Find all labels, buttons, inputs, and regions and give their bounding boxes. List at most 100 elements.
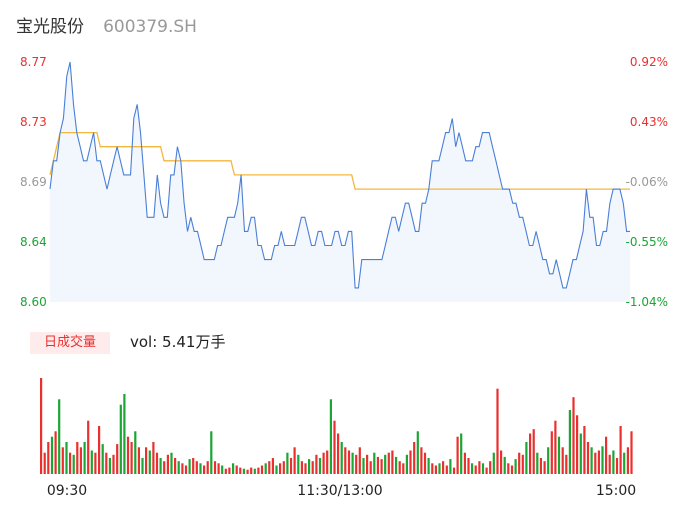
volume-bar xyxy=(72,454,75,474)
volume-bar xyxy=(597,450,600,474)
volume-tab[interactable]: 日成交量 xyxy=(30,332,110,354)
volume-bar xyxy=(525,442,528,474)
volume-bar xyxy=(79,447,82,474)
volume-bar xyxy=(416,431,419,474)
volume-bar xyxy=(108,458,111,474)
volume-bar xyxy=(311,461,314,474)
volume-bar xyxy=(496,388,499,474)
volume-bar xyxy=(213,461,217,474)
volume-bar xyxy=(608,454,611,474)
volume-bar xyxy=(630,431,633,474)
volume-bar xyxy=(126,436,130,474)
volume-bar xyxy=(61,447,64,474)
volume-bar xyxy=(315,454,318,474)
volume-bar xyxy=(163,461,166,474)
volume-bar xyxy=(500,450,503,474)
volume-bar xyxy=(590,447,593,474)
volume-bar xyxy=(235,465,238,474)
volume-bar xyxy=(601,446,604,474)
volume-bar xyxy=(605,436,608,474)
volume-bar xyxy=(289,458,293,474)
volume-readout: vol: 5.41万手 xyxy=(130,333,226,351)
volume-bar xyxy=(445,465,448,474)
volume-bar xyxy=(337,433,340,474)
volume-bar xyxy=(503,456,506,474)
volume-bar xyxy=(376,456,379,474)
volume-bar xyxy=(619,426,622,474)
volume-bar xyxy=(568,410,571,474)
volume-bar xyxy=(442,461,445,474)
volume-bar xyxy=(260,465,264,474)
volume-bar xyxy=(130,442,133,474)
volume-bar xyxy=(543,461,546,474)
volume-bar xyxy=(623,452,626,474)
volume-bar xyxy=(474,465,477,474)
volume-bar xyxy=(557,436,561,474)
volume-bar xyxy=(471,463,474,474)
volume-bar xyxy=(478,461,481,474)
volume-bar xyxy=(507,463,510,474)
volume-bar xyxy=(166,454,169,474)
price-tick-label: 8.60 xyxy=(20,295,47,309)
volume-bar xyxy=(279,463,282,474)
volume-bar xyxy=(159,458,162,474)
volume-bar xyxy=(87,420,90,474)
price-tick-label: 8.77 xyxy=(20,55,47,69)
volume-bar xyxy=(304,463,307,474)
volume-bar xyxy=(206,461,209,474)
volume-bar xyxy=(275,465,278,474)
price-area-shape xyxy=(50,62,630,302)
volume-bar xyxy=(362,458,365,474)
volume-bar xyxy=(423,452,427,474)
volume-bar xyxy=(101,444,104,474)
average-price-line xyxy=(49,131,630,190)
price-axis-labels: 8.77 8.73 8.69 8.64 8.60 xyxy=(20,55,47,309)
percent-tick-label: -0.06% xyxy=(626,175,668,189)
volume-bar xyxy=(188,459,191,474)
time-tick-label: 09:30 xyxy=(47,483,87,499)
volume-bar xyxy=(452,467,456,474)
volume-bar xyxy=(217,463,220,474)
volume-bar xyxy=(373,452,376,474)
volume-bar xyxy=(145,447,148,474)
volume-bar xyxy=(615,458,619,474)
volume-bar xyxy=(293,447,296,474)
volume-bar xyxy=(409,450,412,474)
volume-bar xyxy=(116,444,119,474)
volume-bar xyxy=(300,461,303,474)
volume-bar xyxy=(123,394,126,474)
volume-bar xyxy=(152,442,155,474)
volume-bar xyxy=(586,442,590,474)
volume-bar xyxy=(384,454,387,474)
percent-tick-label: -1.04% xyxy=(626,295,668,309)
volume-bar xyxy=(47,442,50,474)
volume-bar xyxy=(612,450,615,474)
volume-bar xyxy=(232,463,235,474)
volume-bar xyxy=(485,467,488,474)
volume-bar xyxy=(322,452,325,474)
volume-bar xyxy=(268,461,271,474)
volume-bar xyxy=(626,447,629,474)
volume-bar xyxy=(398,461,401,474)
percent-tick-label: 0.92% xyxy=(630,55,668,69)
volume-bar xyxy=(119,404,122,474)
volume-bar xyxy=(576,415,579,474)
volume-bar xyxy=(83,442,86,474)
volume-bar xyxy=(489,461,492,474)
volume-bar xyxy=(420,447,423,474)
volume-bar xyxy=(492,452,495,474)
volume-bar xyxy=(358,447,361,474)
volume-bar xyxy=(181,463,184,474)
time-tick-label: 15:00 xyxy=(596,483,636,499)
volume-bar xyxy=(137,447,140,474)
volume-bar xyxy=(387,452,390,474)
volume-bar xyxy=(434,465,437,474)
volume-bar xyxy=(308,459,311,474)
volume-bar xyxy=(355,454,358,474)
volume-bar xyxy=(539,458,542,474)
volume-bar xyxy=(246,469,249,474)
volume-bar xyxy=(431,463,434,474)
volume-bar xyxy=(50,436,54,474)
volume-bar xyxy=(112,454,115,474)
volume-bar xyxy=(402,463,405,474)
